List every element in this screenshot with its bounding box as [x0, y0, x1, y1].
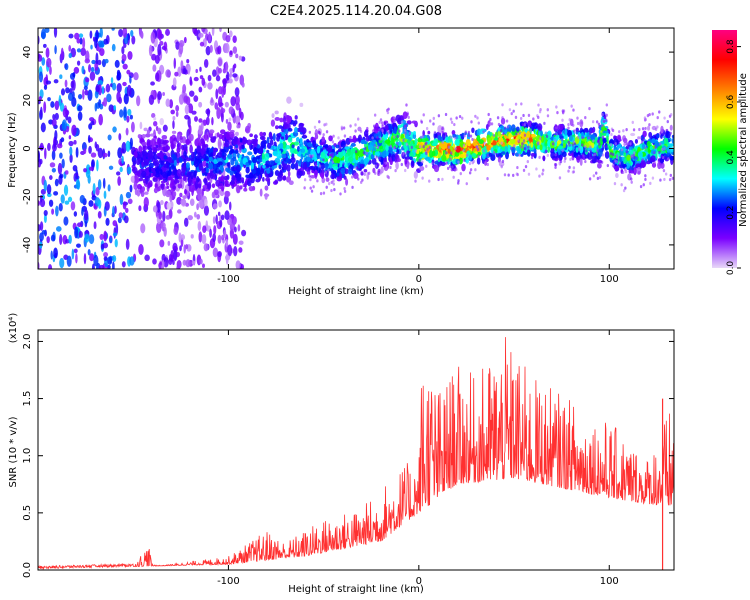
top-y-tick-label: 20 [22, 94, 33, 107]
top-x-tick-label: 100 [600, 274, 619, 285]
colorbar-tick-label: 0.8 [726, 39, 736, 54]
top-x-ticks: -100 0 100 [217, 28, 619, 285]
top-y-tick-label: -20 [22, 189, 33, 205]
chart-title: C2E4.2025.114.20.04.G08 [270, 4, 442, 19]
colorbar-tick-label: 0.2 [726, 205, 736, 219]
snr-multiplier: (x10⁴) [8, 313, 19, 344]
snr-line [38, 337, 674, 570]
bottom-y-ticks: 0.0 0.5 1.0 1.5 2.0 [22, 333, 674, 578]
bottom-y-tick-label: 1.5 [22, 391, 33, 407]
spectrogram-panel: -100 0 100 -40 -20 0 20 40 Height of straight … [7, 27, 675, 297]
top-x-axis-label: Height of straight line (km) [288, 286, 424, 297]
top-x-tick-label: 0 [416, 274, 422, 285]
colorbar-gradient [712, 30, 737, 268]
colorbar-tick-label: 0.0 [726, 261, 736, 276]
bottom-x-axis-label: Height of straight line (km) [288, 584, 424, 595]
bottom-y-tick-label: 2.0 [22, 333, 33, 349]
bottom-y-tick-label: 0.5 [22, 505, 33, 521]
bottom-x-tick-label: -100 [217, 576, 240, 587]
bottom-x-tick-label: 0 [416, 576, 422, 587]
snr-series [38, 337, 674, 570]
colorbar-tick-label: 0.6 [726, 95, 736, 110]
spectrogram-heatmap [38, 28, 674, 269]
colorbar-tick-label: 0.4 [726, 150, 736, 165]
top-y-axis-label: Frequency (Hz) [7, 112, 18, 188]
top-y-tick-label: 0 [22, 145, 33, 151]
top-x-tick-label: -100 [217, 274, 240, 285]
top-y-ticks: -40 -20 0 20 40 [22, 46, 674, 253]
top-y-tick-label: -40 [22, 237, 33, 253]
bottom-x-tick-label: 100 [600, 576, 619, 587]
bottom-y-tick-label: 0.0 [22, 562, 33, 578]
snr-panel: -100 0 100 0.0 0.5 1.0 1.5 2.0 (x10⁴) Height o… [8, 313, 675, 595]
bottom-y-tick-label: 1.0 [22, 448, 33, 464]
colorbar-label: Normalized spectral amplitude [738, 73, 749, 227]
bottom-x-ticks: -100 0 100 [217, 330, 619, 587]
colorbar-ticks: 0.0 0.2 0.4 0.6 0.8 [726, 39, 741, 275]
colorbar: 0.0 0.2 0.4 0.6 0.8 Normalized spectral ampl… [712, 30, 749, 275]
bottom-y-axis-label: SNR (10 * v/v) [8, 416, 19, 487]
top-y-tick-label: 40 [22, 46, 33, 59]
